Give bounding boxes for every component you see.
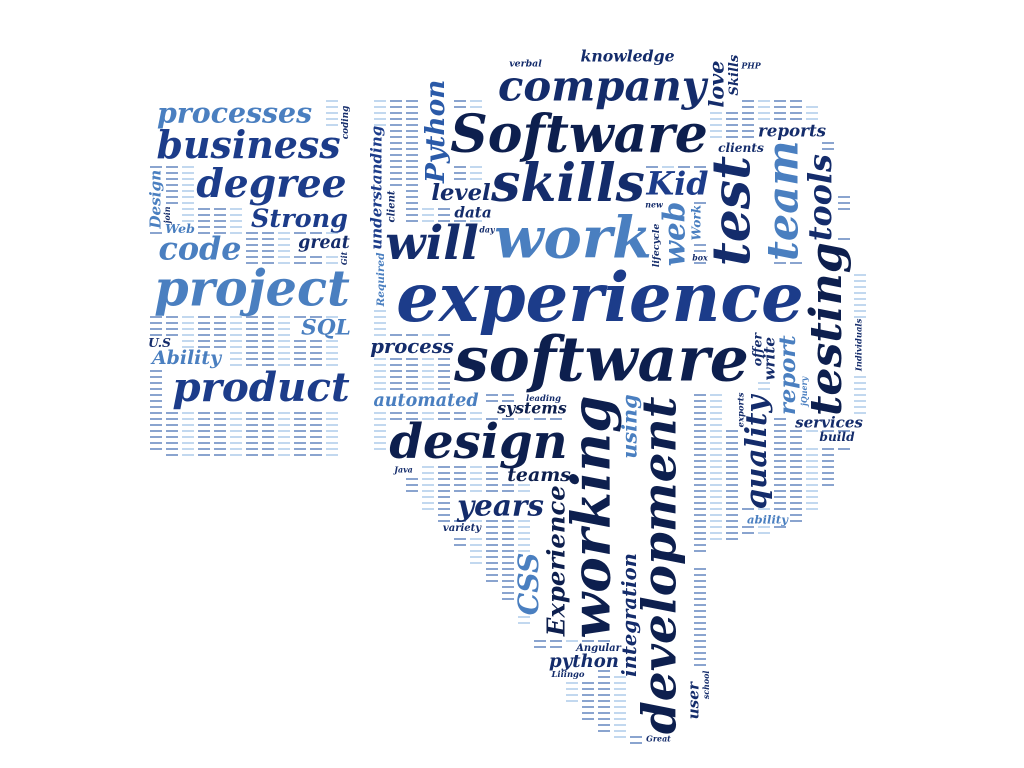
word-10: will <box>385 216 479 271</box>
word-138: PHP <box>740 61 761 70</box>
word-142: school <box>702 671 711 700</box>
word-23: Kid <box>646 166 709 203</box>
word-60: user <box>685 681 703 719</box>
word-39: report <box>775 335 801 415</box>
word-66: ability <box>747 513 789 527</box>
word-17: Experience <box>542 485 571 637</box>
word-6: Software <box>450 104 708 165</box>
word-44: great <box>298 233 350 253</box>
word-59: data <box>454 203 491 221</box>
word-28: knowledge <box>580 46 674 65</box>
word-127: exports <box>736 392 746 427</box>
word-56: clients <box>718 141 764 155</box>
word-89: Angular <box>575 643 622 654</box>
word-149: new <box>645 200 664 209</box>
word-82: Skills <box>727 54 742 95</box>
word-118: leading <box>526 393 561 403</box>
word-197: join <box>163 206 172 225</box>
word-8: project <box>154 259 350 317</box>
word-30: process <box>370 335 454 358</box>
word-22: Python <box>420 80 451 184</box>
word-15: degree <box>196 161 346 207</box>
word-43: SQL <box>301 316 351 341</box>
word-81: Required <box>375 252 387 308</box>
word-32: understanding <box>368 125 386 250</box>
word-111: verbal <box>509 58 542 69</box>
word-19: years <box>456 487 544 522</box>
word-46: using <box>617 394 642 458</box>
word-27: integration <box>618 553 641 677</box>
word-36: Ability <box>150 347 223 369</box>
word-140: Great <box>646 734 671 743</box>
word-9: design <box>389 414 567 470</box>
word-52: Design <box>147 170 165 230</box>
word-61: build <box>819 430 855 444</box>
word-136: Java <box>392 465 413 474</box>
word-1: software <box>453 323 749 396</box>
word-21: automated <box>373 391 478 411</box>
word-20: processes <box>157 95 312 129</box>
word-33: services <box>795 413 863 431</box>
word-47: love <box>704 60 729 107</box>
word-141: box <box>692 253 708 262</box>
word-97: client <box>387 190 398 222</box>
word-126: Liiingo <box>550 669 584 679</box>
word-14: product <box>172 363 350 411</box>
word-156: day <box>479 225 496 234</box>
word-12: team <box>759 140 809 261</box>
word-25: tools <box>802 154 839 241</box>
word-95: offer <box>750 332 765 367</box>
word-35: teams <box>507 464 571 486</box>
word-137: jQuery <box>800 375 809 408</box>
word-109: lifecycle <box>651 224 662 268</box>
word-179: Git <box>340 251 349 265</box>
word-26: code <box>158 231 241 268</box>
word-7: test <box>702 156 763 266</box>
word-94: variety <box>443 523 482 534</box>
word-38: level <box>431 180 491 206</box>
word-116: coding <box>341 106 351 140</box>
word-45: reports <box>758 120 827 140</box>
word-139: U.S <box>148 335 171 350</box>
word-62: Work <box>690 205 704 241</box>
word-24: Strong <box>251 204 348 234</box>
word-42: CSS <box>511 553 545 616</box>
word-122: Individuals <box>854 318 864 372</box>
